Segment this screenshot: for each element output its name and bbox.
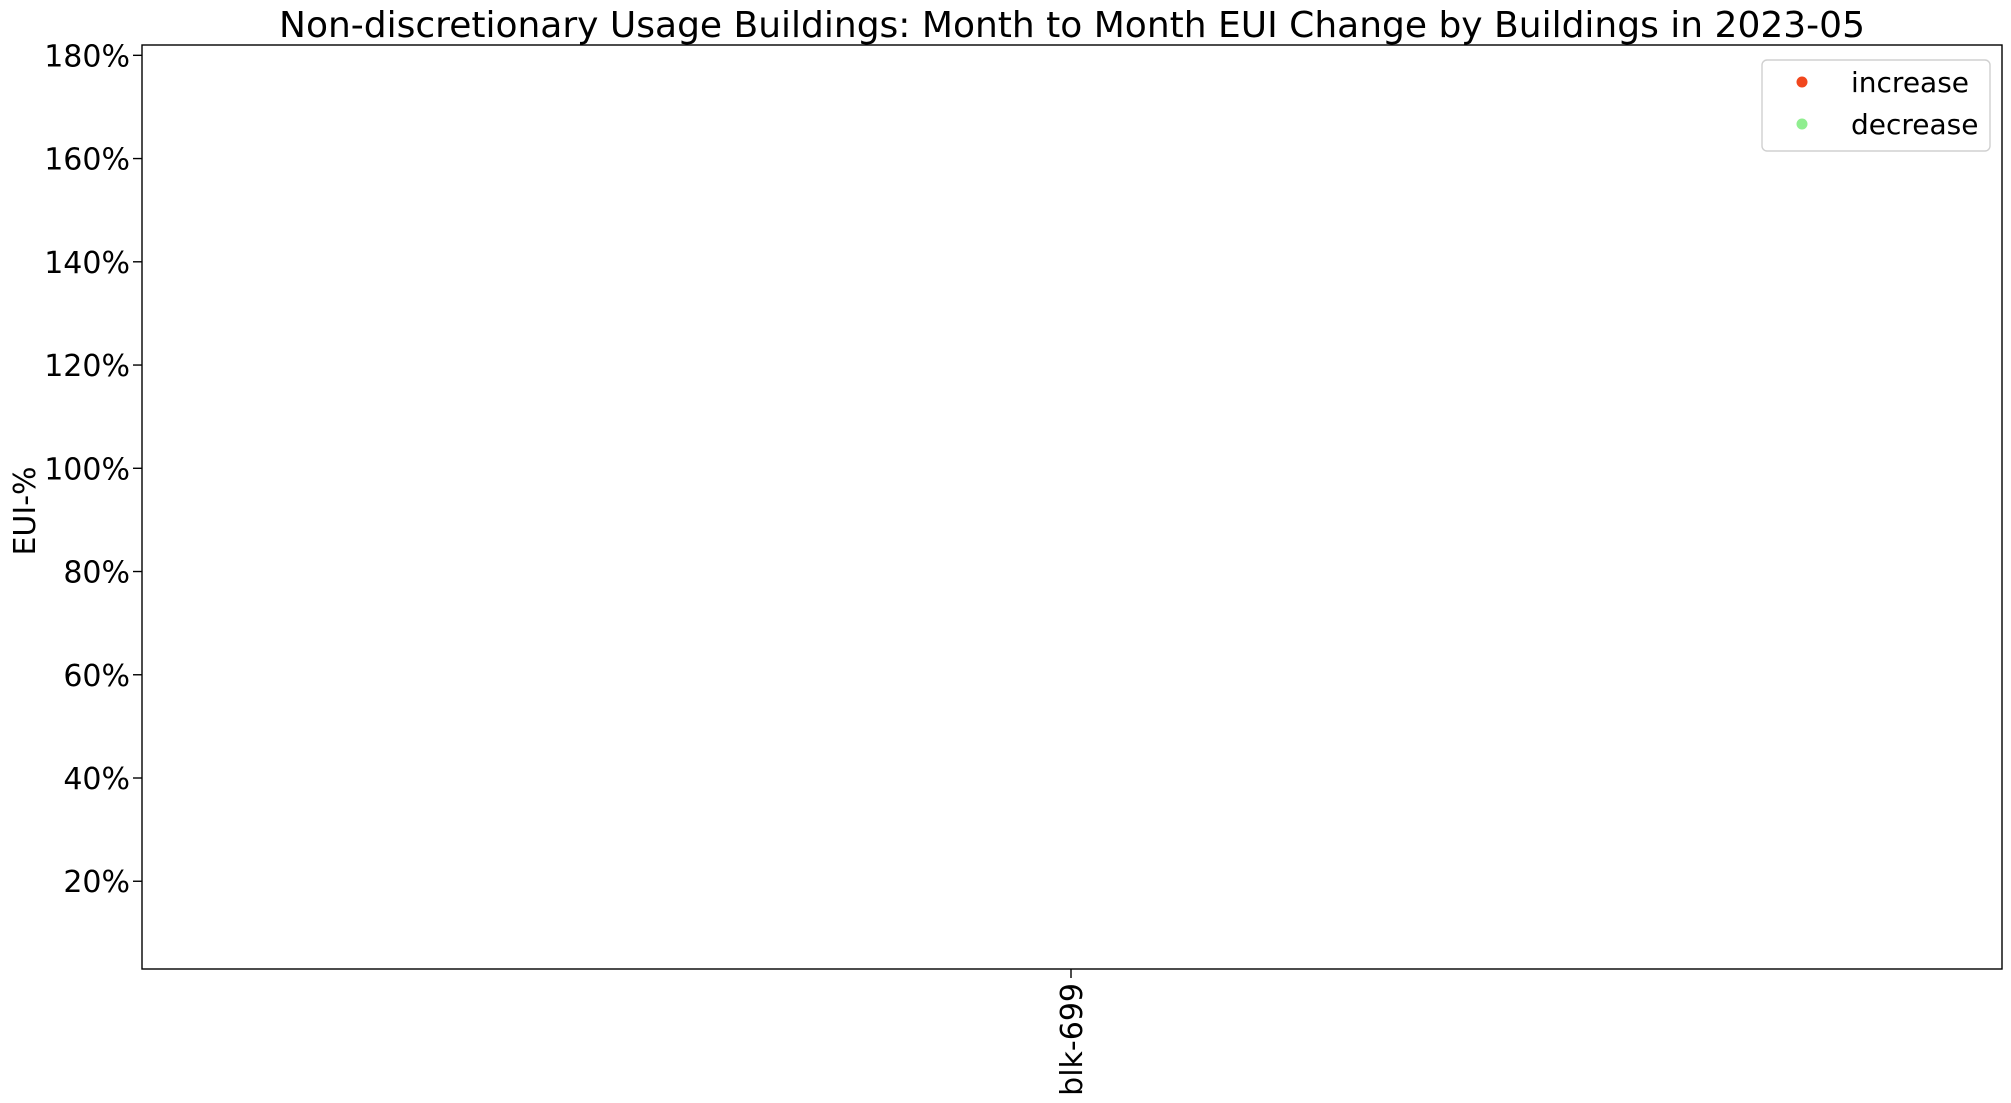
plot-area-frame bbox=[141, 44, 2003, 970]
y-tick-label: 120% bbox=[44, 349, 130, 384]
legend-label-decrease: decrease bbox=[1851, 108, 1979, 141]
y-tick-label: 180% bbox=[44, 39, 130, 74]
y-tick-label: 60% bbox=[63, 659, 130, 694]
chart-title: Non-discretionary Usage Buildings: Month… bbox=[279, 5, 1865, 46]
y-tick-label: 80% bbox=[63, 556, 130, 591]
x-axis-ticks: blk-699 bbox=[1055, 969, 1090, 1096]
legend-marker-decrease bbox=[1796, 118, 1808, 130]
legend-frame bbox=[1761, 59, 1991, 152]
y-tick-label: 100% bbox=[44, 452, 130, 487]
y-tick-label: 140% bbox=[44, 246, 130, 281]
y-tick-label: 20% bbox=[63, 865, 130, 900]
x-tick-label: blk-699 bbox=[1055, 983, 1090, 1096]
y-tick-label: 40% bbox=[63, 762, 130, 797]
legend-marker-increase bbox=[1796, 76, 1808, 88]
legend-label-increase: increase bbox=[1851, 66, 1969, 99]
y-axis-ticks: 20% 40% 60% 80% 100% 120% 140% 160% 180% bbox=[44, 39, 142, 900]
y-tick-label: 160% bbox=[44, 143, 130, 178]
chart-legend: increase decrease bbox=[1761, 59, 1991, 152]
y-axis-label: EUI-% bbox=[8, 466, 43, 555]
